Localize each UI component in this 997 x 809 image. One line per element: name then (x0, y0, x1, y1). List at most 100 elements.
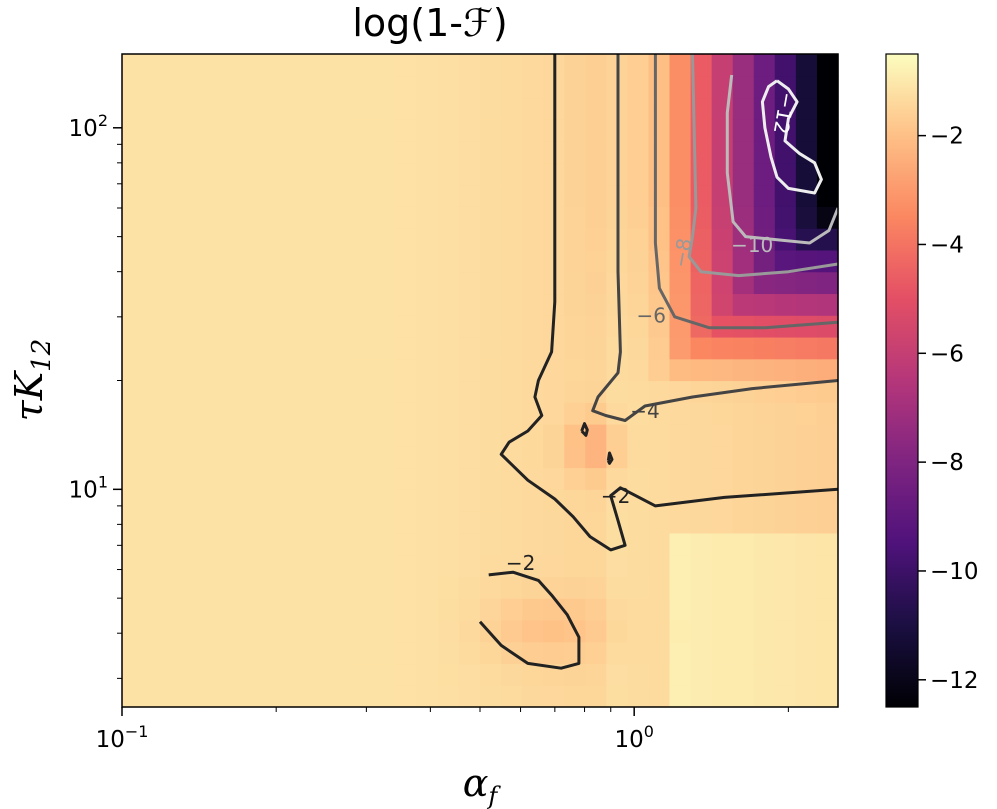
heatmap-cell (206, 598, 228, 621)
heatmap-cell (795, 685, 818, 708)
heatmap-cell (774, 402, 797, 425)
heatmap-cell (522, 119, 544, 142)
heatmap-cell (206, 184, 228, 207)
heatmap-cell (458, 184, 481, 207)
heatmap-cell (669, 358, 692, 382)
heatmap-cell (627, 206, 650, 229)
heatmap-cell (458, 293, 481, 316)
heatmap-cell (774, 293, 797, 316)
heatmap-cell (143, 467, 165, 490)
heatmap-cell (353, 619, 376, 643)
heatmap-cell (458, 315, 481, 338)
heatmap-cell (564, 97, 586, 120)
heatmap-cell (122, 445, 144, 469)
heatmap-cell (332, 554, 355, 577)
heatmap-cell (522, 511, 544, 534)
heatmap-cell (311, 489, 334, 512)
heatmap-cell (269, 119, 292, 142)
heatmap-cell (248, 619, 271, 643)
heatmap-cell (458, 685, 481, 708)
heatmap-cell (437, 576, 460, 599)
heatmap-cell (395, 336, 418, 360)
heatmap-cell (543, 685, 565, 708)
heatmap-cell (269, 489, 292, 512)
heatmap-cell (522, 249, 544, 273)
heatmap-cell (185, 619, 207, 643)
heatmap-cell (122, 532, 144, 556)
heatmap-cell (648, 249, 671, 273)
heatmap-cell (564, 685, 586, 708)
heatmap-cell (606, 554, 629, 577)
x-axis-ticks: 10−1 100 (96, 707, 789, 753)
heatmap-cell (627, 576, 650, 599)
heatmap-cell (416, 445, 439, 469)
heatmap-cell (522, 663, 544, 686)
heatmap-cell (374, 271, 397, 295)
heatmap-cell (711, 554, 734, 577)
heatmap-cell (522, 619, 544, 643)
heatmap-cell (501, 663, 523, 686)
heatmap-cell (248, 489, 271, 512)
heatmap-cell (480, 249, 502, 273)
heatmap-cell (690, 228, 713, 251)
heatmap-cell (753, 97, 776, 120)
heatmap-cell (353, 141, 376, 164)
heatmap-cell (522, 97, 544, 120)
heatmap-cell (290, 619, 313, 643)
heatmap-cell (816, 445, 839, 469)
heatmap-cell (816, 619, 839, 643)
heatmap-cell (480, 358, 502, 382)
heatmap-cell (543, 467, 565, 490)
heatmap-cell (185, 467, 207, 490)
heatmap-cell (669, 532, 692, 556)
heatmap-cell (416, 641, 439, 665)
colorbar (885, 53, 919, 708)
heatmap-cell (332, 619, 355, 643)
heatmap-cell (122, 554, 144, 577)
heatmap-cell (564, 511, 586, 534)
heatmap-cell (543, 380, 565, 403)
contour-lines (478, 53, 840, 670)
heatmap-cell (143, 402, 165, 425)
heatmap-cell (816, 489, 839, 512)
heatmap-cell (353, 489, 376, 512)
heatmap-cell (711, 293, 734, 316)
heatmap-cell (458, 54, 481, 77)
heatmap-cell (374, 358, 397, 382)
heatmap-cell (816, 598, 839, 621)
heatmap-cell (206, 619, 228, 643)
heatmap-cell (437, 228, 460, 251)
heatmap-cell (690, 619, 713, 643)
heatmap-cell (248, 685, 271, 708)
heatmap-cell (206, 641, 228, 665)
heatmap-cell (458, 576, 481, 599)
heatmap-cell (711, 75, 734, 99)
heatmap-cell (122, 576, 144, 599)
heatmap-cell (522, 685, 544, 708)
heatmap-cell (122, 685, 144, 708)
heatmap-cell (564, 315, 586, 338)
heatmap-cell (332, 380, 355, 403)
heatmap-cell (627, 380, 650, 403)
heatmap-cell (122, 402, 144, 425)
heatmap-cells (122, 54, 839, 708)
heatmap-cell (269, 336, 292, 360)
heatmap-cell (395, 249, 418, 273)
heatmap-cell (774, 249, 797, 273)
heatmap-cell (606, 315, 629, 338)
heatmap-cell (753, 293, 776, 316)
heatmap-cell (795, 184, 818, 207)
heatmap-cell (332, 141, 355, 164)
heatmap-cell (332, 293, 355, 316)
heatmap-cell (648, 315, 671, 338)
heatmap-cell (795, 532, 818, 556)
heatmap-cell (480, 119, 502, 142)
heatmap-cell (311, 119, 334, 142)
heatmap-cell (206, 271, 228, 295)
heatmap-cell (564, 206, 586, 229)
heatmap-cell (543, 511, 565, 534)
heatmap-cell (690, 184, 713, 207)
heatmap-cell (480, 511, 502, 534)
heatmap-cell (753, 424, 776, 447)
